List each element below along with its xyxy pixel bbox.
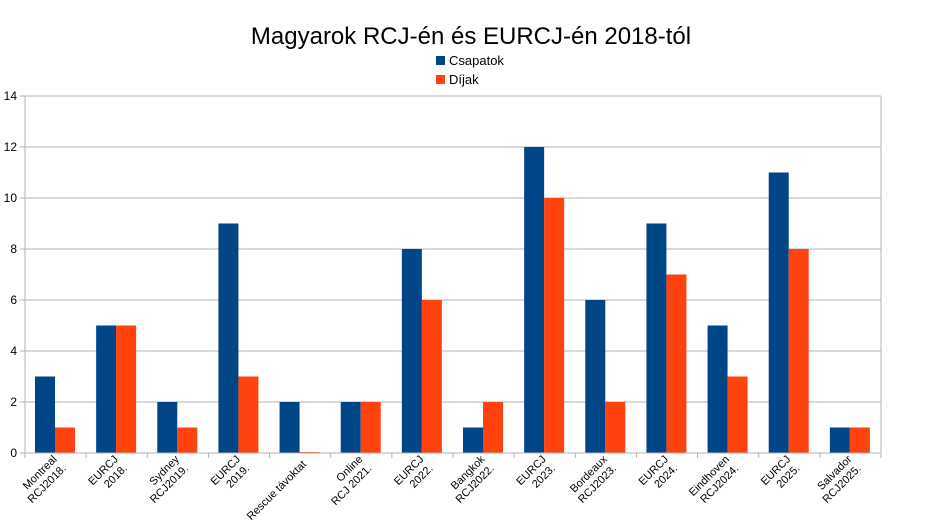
axes: 0 2 4 6 8 10 12 14 MontrealRCJ2018. EURCJ2018. Syd… bbox=[4, 89, 882, 523]
bar-series-1 bbox=[218, 223, 239, 453]
bar-series-2 bbox=[177, 427, 198, 453]
bar-series-1 bbox=[157, 402, 178, 453]
x-tick-label-line: Rescue távoktat bbox=[245, 458, 309, 522]
bar-series-2 bbox=[421, 300, 442, 453]
x-tick-label: OnlineRCJ 2021. bbox=[320, 454, 374, 508]
y-tick-label: 10 bbox=[4, 191, 18, 205]
bar-series-2 bbox=[727, 376, 748, 453]
bar-series-1 bbox=[96, 325, 117, 453]
bar-series-2 bbox=[55, 427, 75, 453]
bar-series-1 bbox=[340, 402, 361, 453]
bar-series-2 bbox=[116, 325, 137, 453]
legend-swatch bbox=[436, 75, 445, 84]
bar-series-1 bbox=[646, 223, 667, 453]
chart-title: Magyarok RCJ-én és EURCJ-én 2018-tól bbox=[251, 23, 691, 50]
bar-series-2 bbox=[238, 376, 259, 453]
x-tick-label: EURCJ2025. bbox=[759, 454, 803, 498]
bar-series-1 bbox=[35, 376, 55, 453]
y-tick-label: 12 bbox=[4, 140, 18, 154]
bar-series-2 bbox=[605, 402, 626, 453]
bar-series-2 bbox=[788, 249, 809, 453]
legend-label: Díjak bbox=[449, 72, 479, 87]
x-tick-label: SydneyRCJ2019. bbox=[139, 453, 192, 506]
x-tick-label: BangkokRCJ2022. bbox=[444, 453, 497, 506]
x-tick-label: SalvadorRCJ2025. bbox=[811, 453, 864, 506]
x-tick-label: EURCJ2022. bbox=[392, 454, 436, 498]
bar-series-1 bbox=[829, 427, 850, 453]
x-tick-label: EURCJ2023. bbox=[514, 454, 558, 498]
gridlines bbox=[25, 95, 881, 454]
bar-series-1 bbox=[401, 249, 422, 453]
legend-label: Csapatok bbox=[449, 53, 504, 68]
y-tick-label: 6 bbox=[10, 293, 17, 307]
bar-series-1 bbox=[463, 427, 483, 453]
y-tick-label: 4 bbox=[10, 344, 17, 358]
x-tick-label: EURCJ2024. bbox=[637, 454, 681, 498]
y-tick-label: 8 bbox=[10, 242, 17, 256]
bar-series-1 bbox=[524, 147, 545, 453]
bars bbox=[35, 147, 870, 453]
x-tick-label: EURCJ2018. bbox=[86, 454, 130, 498]
x-tick-label: EURCJ2019. bbox=[209, 454, 253, 498]
bar-series-2 bbox=[544, 198, 565, 453]
y-tick-label: 0 bbox=[10, 446, 17, 460]
bar-series-2 bbox=[849, 427, 870, 453]
bar-series-2 bbox=[666, 274, 687, 453]
bar-series-2 bbox=[483, 402, 503, 453]
bar-series-1 bbox=[707, 325, 728, 453]
x-tick-label: EindhovenRCJ2024. bbox=[687, 454, 741, 508]
y-tick-label: 2 bbox=[10, 395, 17, 409]
x-tick-label: MontrealRCJ2018. bbox=[16, 454, 68, 506]
bar-series-1 bbox=[768, 172, 789, 453]
bar-series-1 bbox=[585, 300, 606, 453]
x-tick-label: BordeauxRCJ2023. bbox=[567, 453, 620, 506]
bar-series-2 bbox=[360, 402, 381, 453]
bar-series-1 bbox=[279, 402, 300, 453]
y-tick-label: 14 bbox=[4, 89, 18, 103]
x-tick-label: Rescue távoktat bbox=[245, 458, 309, 522]
legend: Csapatok Díjak bbox=[436, 53, 504, 87]
legend-swatch bbox=[436, 56, 445, 65]
